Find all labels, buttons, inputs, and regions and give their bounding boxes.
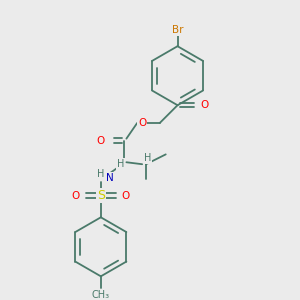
Text: H: H bbox=[117, 159, 124, 169]
Text: O: O bbox=[97, 136, 105, 146]
Text: CH₃: CH₃ bbox=[92, 290, 110, 300]
Text: O: O bbox=[138, 118, 146, 128]
Text: O: O bbox=[121, 191, 130, 201]
Text: O: O bbox=[200, 100, 208, 110]
Text: S: S bbox=[97, 189, 105, 202]
Text: H: H bbox=[97, 169, 104, 179]
Text: Br: Br bbox=[172, 26, 183, 35]
Text: O: O bbox=[71, 191, 80, 201]
Text: N: N bbox=[106, 173, 114, 183]
Text: H: H bbox=[144, 153, 152, 163]
